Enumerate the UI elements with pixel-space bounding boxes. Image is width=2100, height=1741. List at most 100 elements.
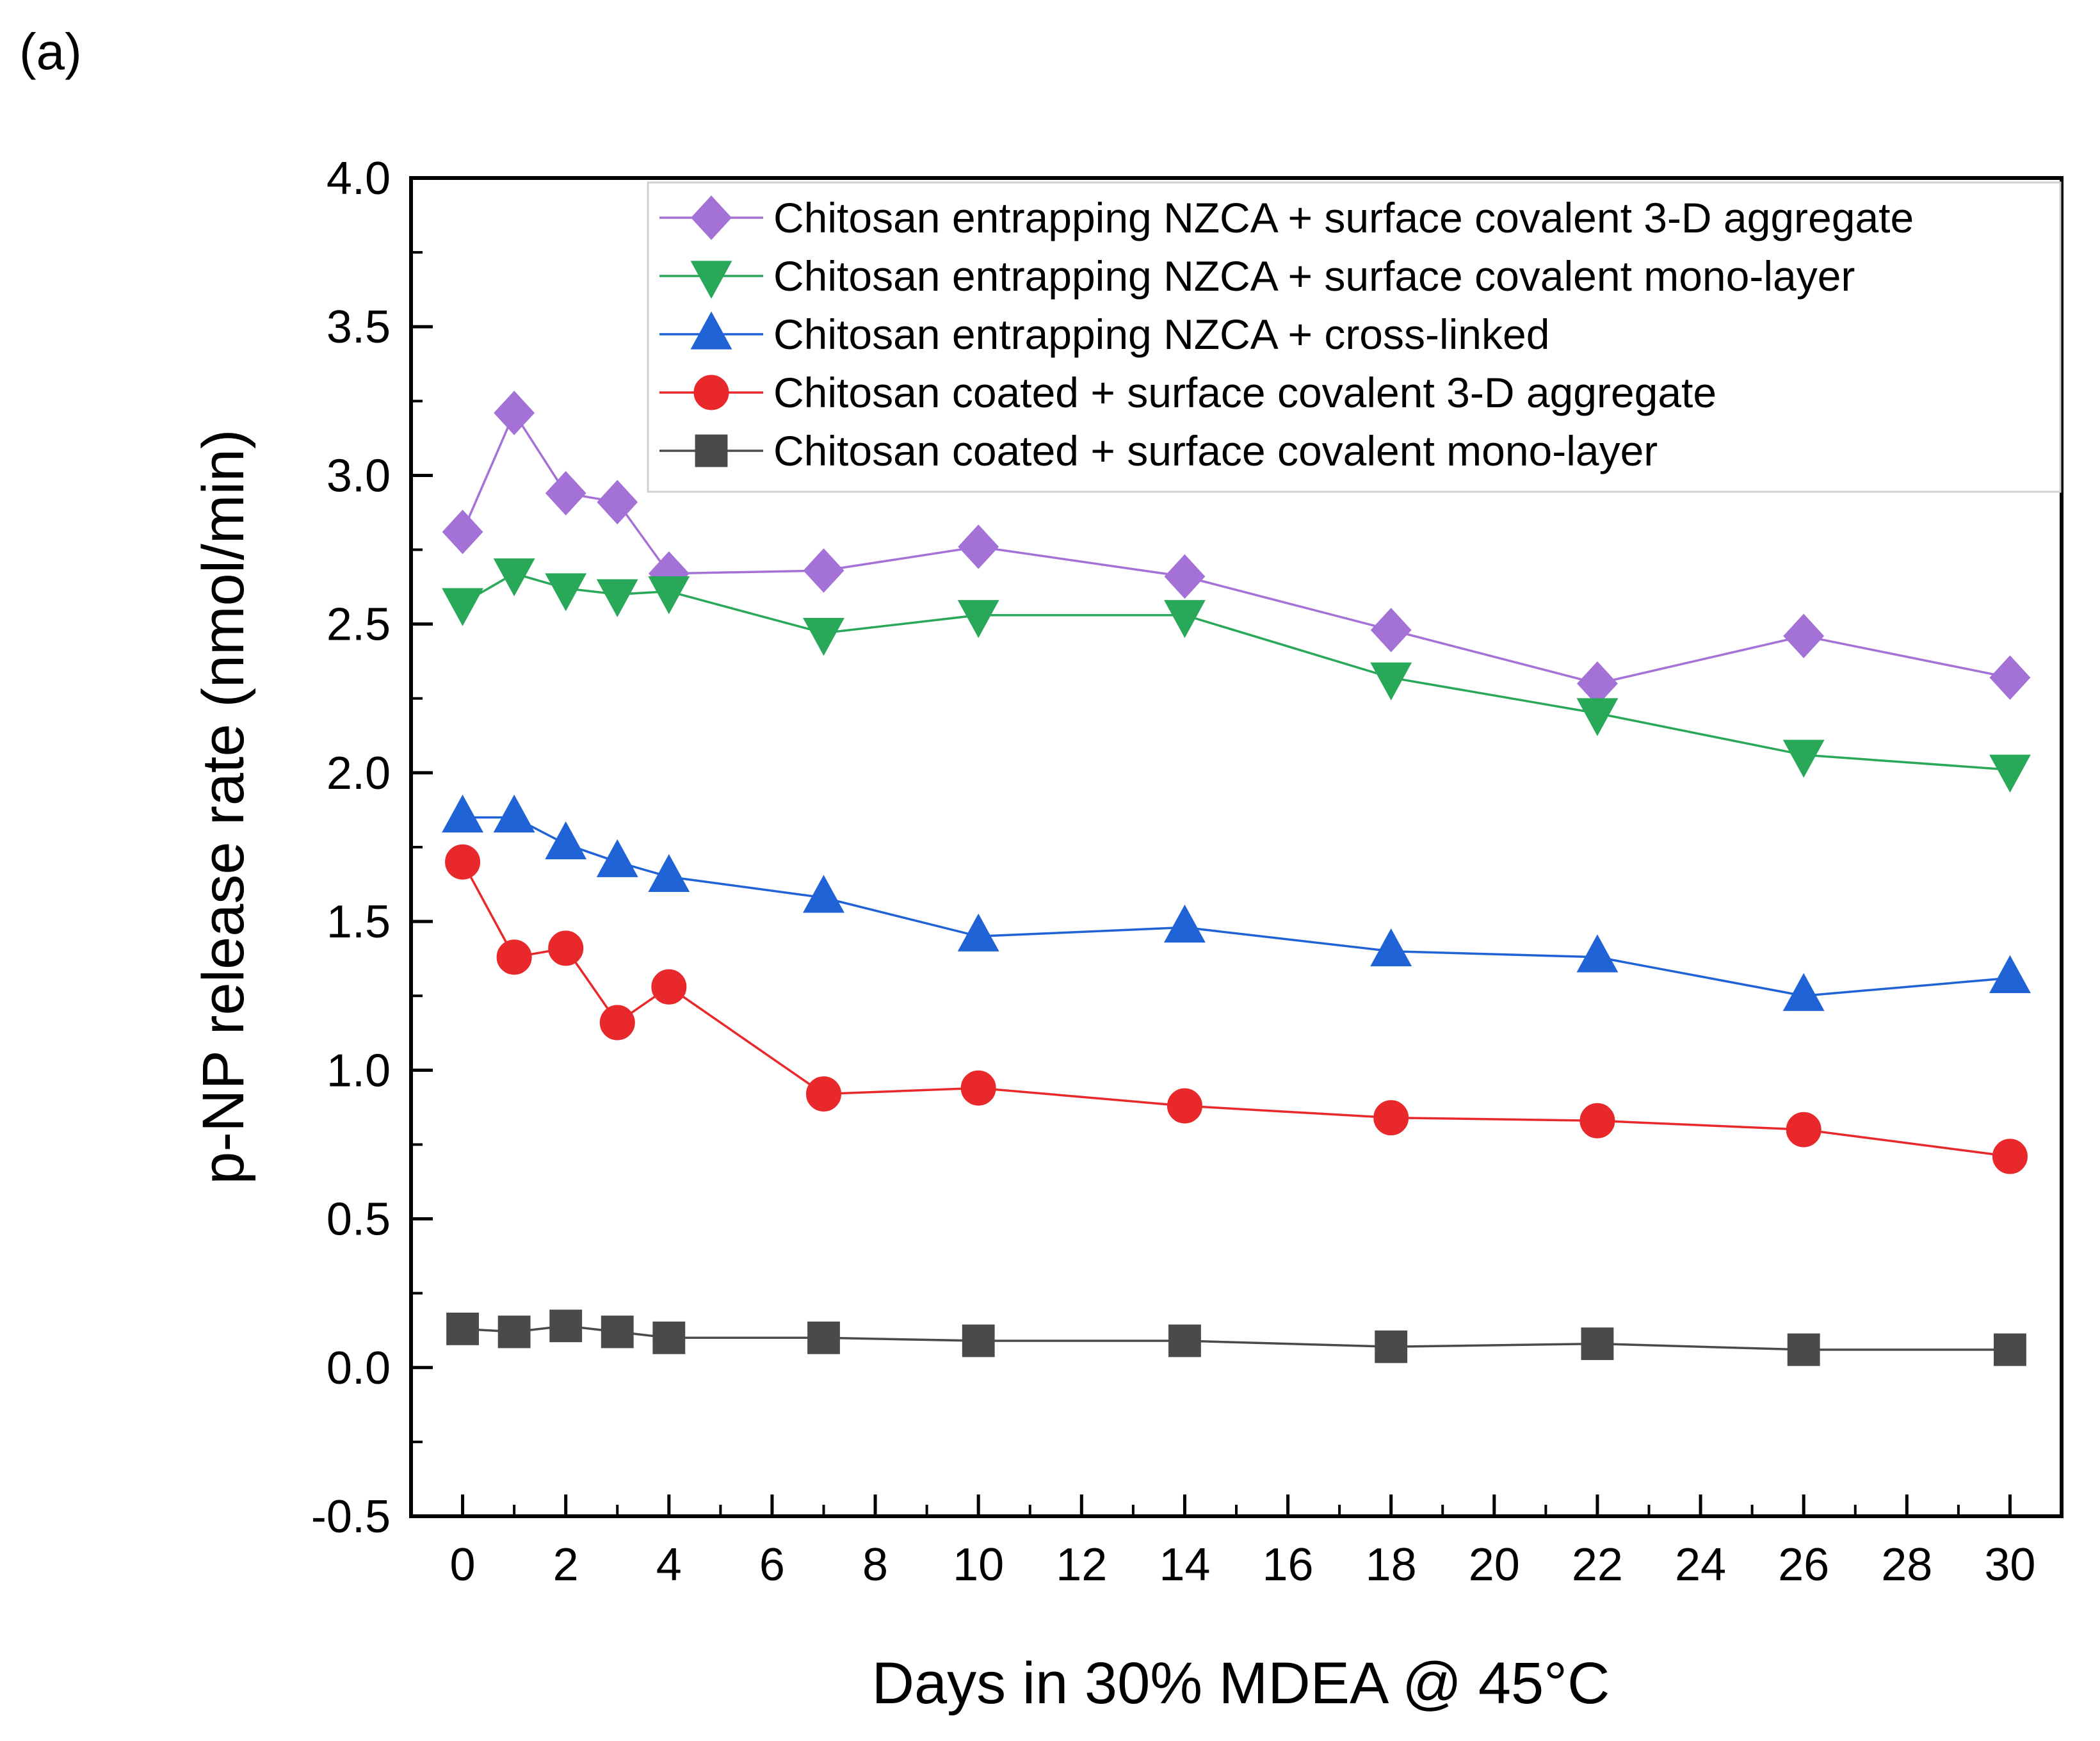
series-4-point [1579, 1103, 1615, 1138]
x-tick-label: 12 [1056, 1539, 1107, 1591]
legend-marker [690, 311, 732, 350]
series-4-point [1373, 1100, 1409, 1136]
x-tick-label: 28 [1881, 1539, 1932, 1591]
x-tick-label: 26 [1778, 1539, 1829, 1591]
series-5-line [462, 1325, 2010, 1351]
x-tick-label: 0 [450, 1539, 476, 1591]
y-tick-label: 1.0 [327, 1045, 391, 1096]
series-1-point [1164, 554, 1206, 599]
legend-item: Chitosan entrapping NZCA + surface coval… [659, 194, 1914, 241]
series-4-point [1786, 1112, 1821, 1147]
legend-item: Chitosan coated + surface covalent mono-… [659, 427, 1658, 474]
x-axis: 0 2 4 6 8 10 12 14 16 18 20 22 24 26 28 30 [450, 1494, 2035, 1591]
series-3-point [1370, 928, 1412, 967]
series-4-point [651, 969, 687, 1005]
series-4-point [445, 844, 481, 880]
series-1-point [1370, 608, 1412, 652]
series-5-point [1787, 1333, 1820, 1366]
series-3-point [545, 821, 587, 859]
series-3-point [1164, 904, 1206, 943]
series-3-point [442, 794, 483, 833]
legend-item: Chitosan entrapping NZCA + surface coval… [659, 252, 1855, 300]
series-2-point [1782, 740, 1825, 778]
legend-label: Chitosan coated + surface covalent 3-D a… [773, 369, 1716, 416]
series-3-point [1576, 934, 1619, 973]
x-tick-label: 2 [553, 1539, 579, 1591]
series-3-point [1782, 973, 1825, 1011]
series-4-point [1992, 1138, 2028, 1174]
panel-label: (a) [19, 23, 82, 80]
series-5-point [549, 1309, 583, 1343]
x-tick-label: 10 [953, 1539, 1004, 1591]
series-2-point [596, 579, 638, 617]
legend-box [647, 181, 2062, 493]
legend-item: Chitosan entrapping NZCA + cross-linked [659, 311, 1549, 358]
y-axis: -0.5 0.0 0.5 1.0 1.5 2.0 2.5 3.0 3.5 4.0 [311, 153, 433, 1543]
x-tick-label: 20 [1469, 1539, 1520, 1591]
series-5-point [446, 1312, 479, 1345]
x-axis-title: Days in 30% MDEA @ 45°C [872, 1651, 1610, 1716]
legend: Chitosan entrapping NZCA + surface coval… [647, 181, 2062, 493]
y-tick-label: 3.5 [327, 302, 391, 353]
legend-label: Chitosan coated + surface covalent mono-… [773, 427, 1658, 474]
series-5-point [807, 1321, 840, 1354]
y-tick-label: 1.5 [327, 896, 391, 948]
series-3-point [596, 839, 638, 877]
series-5-point [652, 1321, 686, 1354]
series-1-point [1989, 655, 2031, 700]
series-1-point [442, 509, 483, 555]
series-1-line [461, 410, 2010, 685]
series-5-point [1994, 1333, 2026, 1366]
series-2-point [493, 558, 535, 597]
y-axis-title: p-NP release rate (nmol/min) [191, 429, 256, 1184]
series-4-point [548, 930, 584, 966]
series-5-point [1375, 1330, 1408, 1363]
x-tick-label: 30 [1984, 1539, 2035, 1591]
x-tick-label: 8 [862, 1539, 888, 1591]
series-1-point [1783, 613, 1825, 658]
series-3-point [1989, 955, 2031, 993]
series-4-point [496, 939, 532, 975]
x-tick-label: 16 [1263, 1539, 1314, 1591]
series-4-point [599, 1005, 635, 1041]
legend-label: Chitosan entrapping NZCA + surface coval… [773, 194, 1914, 241]
x-tick-label: 4 [656, 1539, 682, 1591]
series-1-point [494, 391, 535, 435]
x-tick-label: 24 [1675, 1539, 1726, 1591]
y-tick-label: 2.5 [327, 599, 391, 651]
series-2-point [957, 600, 999, 638]
series-4-point [960, 1070, 996, 1106]
series-3-point [648, 854, 690, 893]
series-2-point [803, 618, 844, 656]
series-4 [445, 844, 2028, 1174]
series-2-point [545, 573, 587, 611]
series-4-point [1167, 1088, 1202, 1124]
series-2-point [1370, 662, 1412, 700]
series-1-point [803, 548, 844, 593]
y-tick-label: 3.0 [327, 450, 391, 501]
legend-marker [695, 434, 728, 467]
series-1-point [958, 524, 999, 569]
series-4-point [806, 1076, 841, 1112]
series-3-point [493, 794, 535, 833]
x-tick-label: 18 [1366, 1539, 1417, 1591]
series-2-point [648, 576, 690, 615]
series-1-point [545, 471, 586, 516]
series-layer [442, 391, 2031, 1366]
series-5-point [1168, 1324, 1201, 1357]
y-tick-label: 0.5 [327, 1194, 391, 1245]
series-3-point [957, 913, 999, 951]
series-4-line [462, 861, 2010, 1158]
legend-item: Chitosan coated + surface covalent 3-D a… [659, 369, 1716, 416]
series-2-point [1164, 600, 1206, 638]
series-2-point [442, 588, 483, 626]
series-5-point [962, 1324, 995, 1357]
x-tick-label: 22 [1572, 1539, 1623, 1591]
y-tick-label: 0.0 [327, 1343, 391, 1394]
series-2-point [1576, 698, 1619, 736]
legend-marker [691, 195, 732, 240]
legend-label: Chitosan entrapping NZCA + surface coval… [773, 252, 1855, 300]
legend-label: Chitosan entrapping NZCA + cross-linked [773, 311, 1549, 358]
series-5 [446, 1309, 2026, 1366]
